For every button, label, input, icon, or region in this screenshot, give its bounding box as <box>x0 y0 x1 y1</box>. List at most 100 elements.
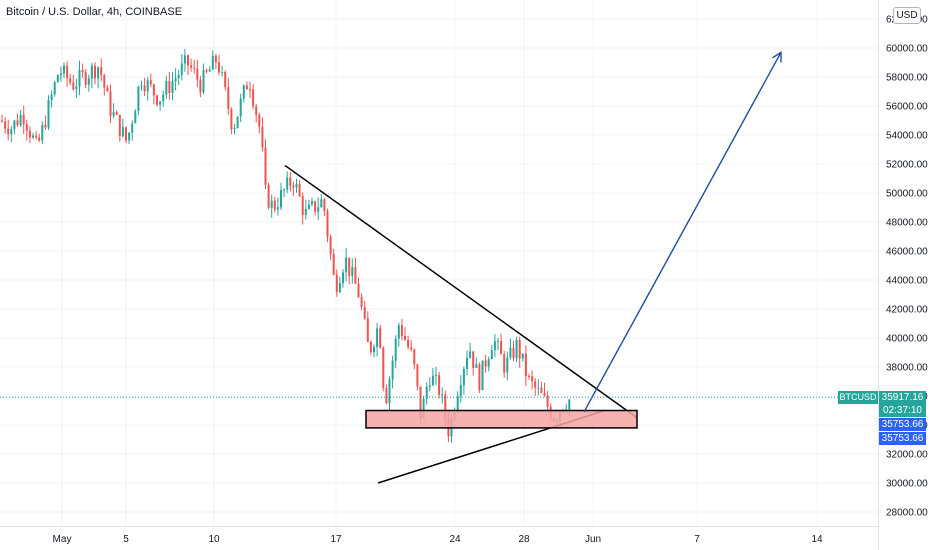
candle-body <box>509 347 512 358</box>
support-zone[interactable] <box>365 409 638 429</box>
candle-body <box>357 283 360 298</box>
candle-body <box>94 65 96 79</box>
candle-body <box>391 360 394 380</box>
breakout-arrow[interactable] <box>583 52 782 413</box>
candle-body <box>295 184 298 188</box>
candle-body <box>137 86 140 111</box>
candle-body <box>385 387 388 404</box>
candle-body <box>326 211 329 237</box>
candle-body <box>270 200 273 208</box>
y-tick-label: 50000.00 <box>886 189 928 200</box>
candle-body <box>320 199 323 208</box>
candle-body <box>298 184 301 197</box>
candle-body <box>487 359 490 367</box>
candle-body <box>323 199 326 212</box>
drawings[interactable] <box>284 51 782 484</box>
candle-body <box>500 340 503 355</box>
x-tick-label: Jun <box>585 534 601 545</box>
candle-body <box>373 346 375 353</box>
candle-body <box>63 65 65 74</box>
candle-body <box>506 357 509 373</box>
candle-body <box>106 87 109 92</box>
candle-body <box>301 196 304 216</box>
candle-body <box>66 65 69 79</box>
candle-body <box>462 368 465 386</box>
candle-body <box>205 70 208 72</box>
y-tick-label: 56000.00 <box>886 102 928 113</box>
candle-body <box>53 82 56 95</box>
candle-body <box>342 272 344 284</box>
candle-body <box>168 81 171 93</box>
candle-body <box>245 85 248 90</box>
time-axis-border <box>0 526 878 527</box>
candle-body <box>332 253 335 275</box>
price-tag-2: 35753.66 <box>879 417 926 431</box>
currency-button[interactable]: USD <box>893 7 921 24</box>
candle-body <box>227 87 230 109</box>
y-tick-label: 40000.00 <box>886 334 928 345</box>
candle-body <box>407 339 410 348</box>
candle-body <box>369 341 372 353</box>
y-tick-label: 28000.00 <box>886 508 928 519</box>
candle-body <box>540 387 543 393</box>
candle-body <box>416 364 419 387</box>
candle-body <box>400 325 403 336</box>
descending-resistance-line[interactable] <box>284 164 638 419</box>
candle-body <box>109 91 112 117</box>
candle-body <box>255 106 258 115</box>
candle-body <box>218 62 220 73</box>
candle-body <box>41 124 44 141</box>
x-tick-label: 7 <box>694 534 700 545</box>
candle-body <box>478 364 481 391</box>
candle-body <box>493 341 496 350</box>
candle-body <box>531 376 534 382</box>
candle-body <box>304 208 307 216</box>
candle-body <box>546 395 549 407</box>
candle-body <box>311 201 313 205</box>
candle-body <box>125 127 127 141</box>
candle-body <box>28 130 31 138</box>
y-tick-label: 58000.00 <box>886 73 928 84</box>
candle-body <box>174 78 177 82</box>
candle-body <box>183 55 186 64</box>
candle-body <box>397 325 400 339</box>
y-tick-label: 48000.00 <box>886 218 928 229</box>
candle-body <box>221 72 224 74</box>
candle-body <box>214 55 217 63</box>
candle-body <box>7 128 10 135</box>
candle-body <box>16 120 19 126</box>
candle-body <box>261 126 264 148</box>
candle-body <box>103 75 106 88</box>
candle-body <box>435 374 437 376</box>
candle-body <box>441 394 444 396</box>
candle-body <box>50 94 53 101</box>
candle-body <box>143 85 146 92</box>
y-tick-label: 54000.00 <box>886 131 928 142</box>
candle-body <box>78 70 81 87</box>
candle-body <box>193 67 196 69</box>
candle-body <box>351 267 354 276</box>
candle-body <box>537 387 540 389</box>
chart-title: Bitcoin / U.S. Dollar, 4h, COINBASE <box>6 6 183 18</box>
candle-body <box>382 347 385 388</box>
candle-body <box>32 135 34 138</box>
x-tick-label: May <box>53 534 72 545</box>
candle-body <box>25 124 28 131</box>
candle-body <box>267 184 270 208</box>
candle-body <box>512 347 515 359</box>
candle-body <box>283 189 286 191</box>
y-tick-label: 30000.00 <box>886 479 928 490</box>
y-tick-label: 42000.00 <box>886 305 928 316</box>
candle-body <box>410 347 413 350</box>
candle-body <box>379 328 382 348</box>
candle-body <box>524 353 527 376</box>
time-axis[interactable]: May 5 10 17 24 28 Jun 7 14 <box>53 534 823 545</box>
candle-body <box>149 80 152 85</box>
candle-body <box>528 375 530 377</box>
candle-body <box>360 297 363 307</box>
candle-body <box>59 73 62 76</box>
candle-body <box>199 79 202 93</box>
candle-body <box>286 177 289 190</box>
candle-body <box>131 123 134 133</box>
